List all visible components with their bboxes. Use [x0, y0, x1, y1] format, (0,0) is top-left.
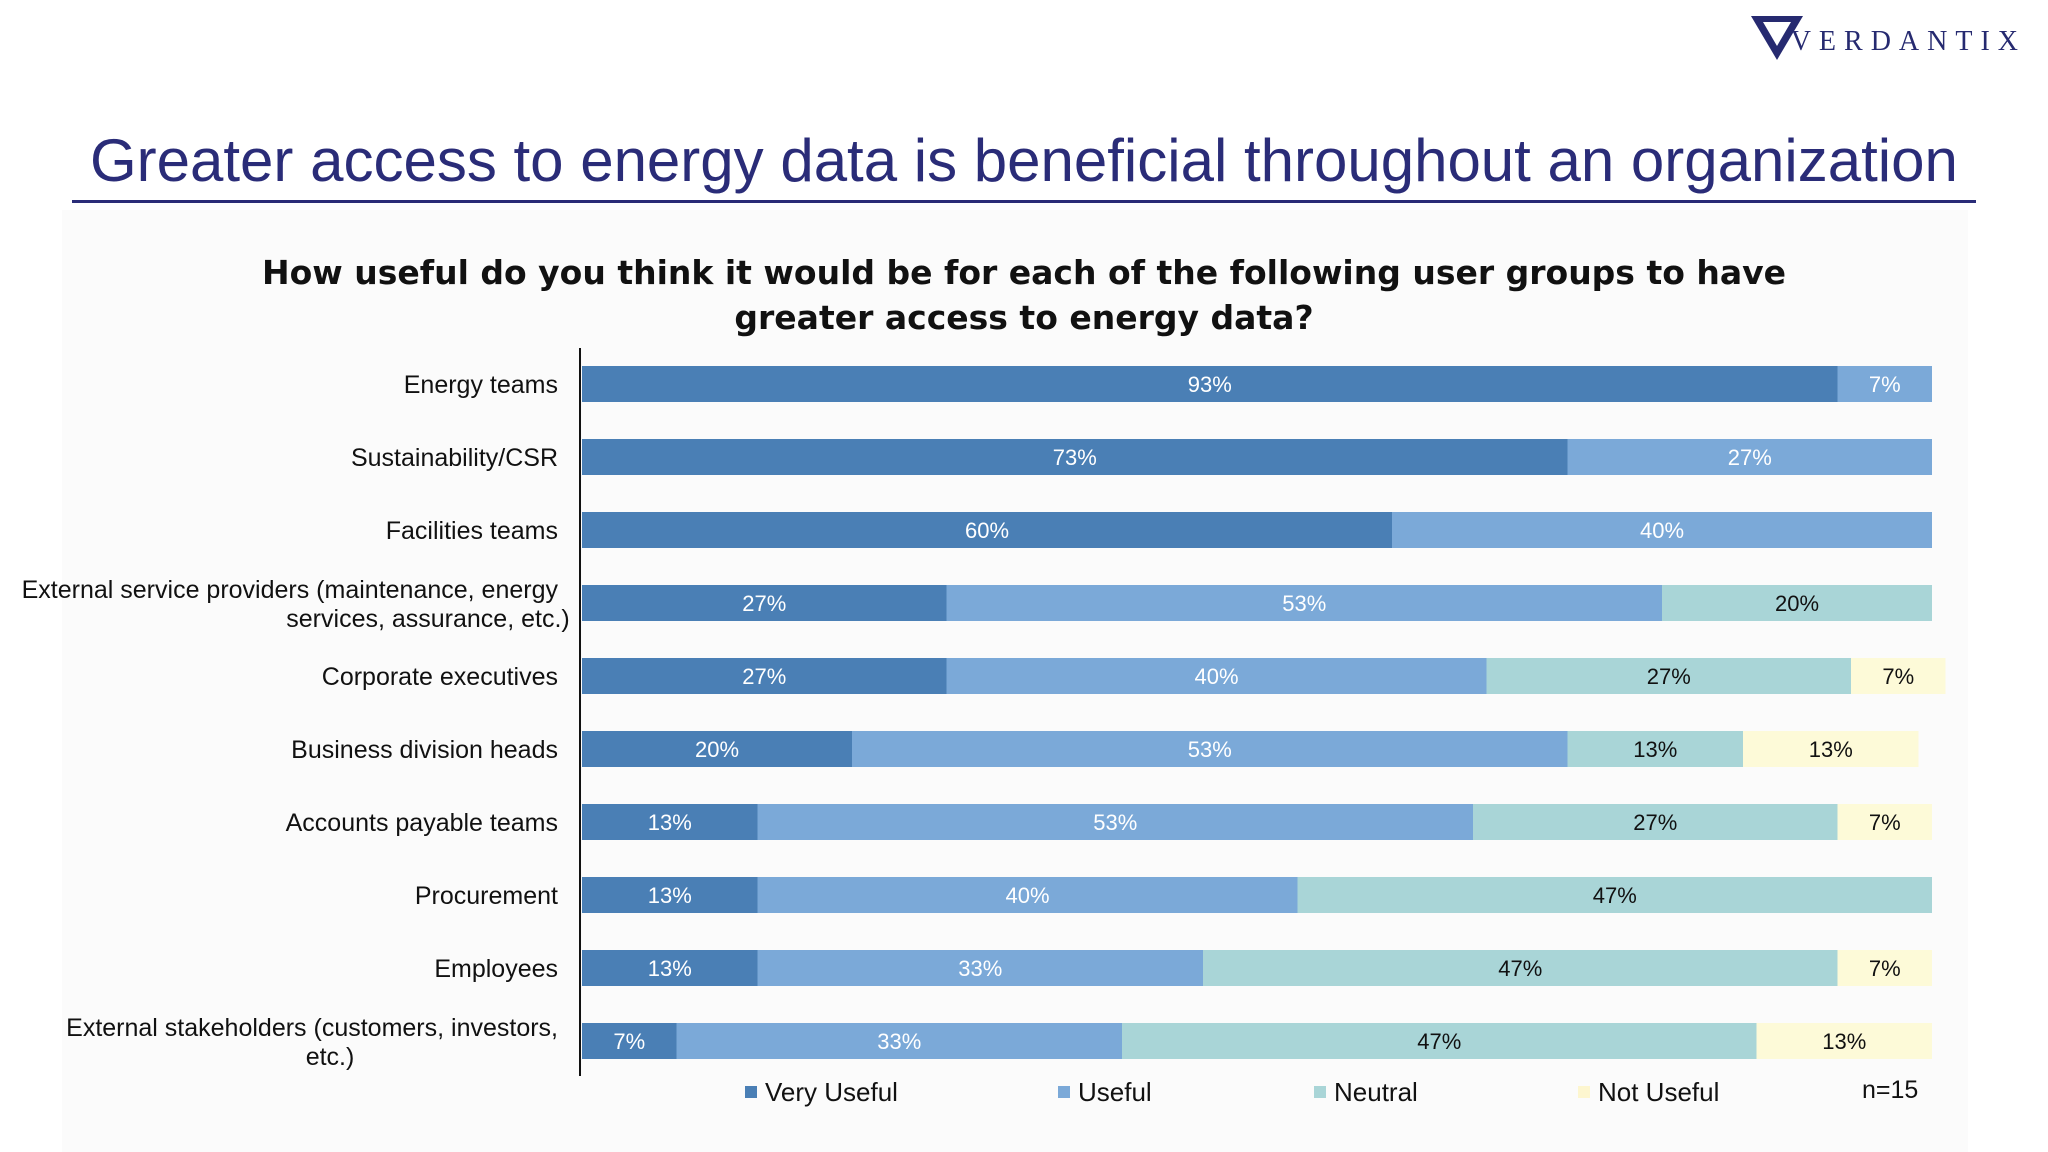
legend-swatch-useful	[1058, 1086, 1070, 1098]
category-label-procurement: Procurement	[415, 882, 558, 910]
bar-segment-corporate-executives-neutral	[1486, 658, 1851, 694]
legend-label-very-useful: Very Useful	[765, 1076, 898, 1107]
data-label-procurement-useful: 40%	[1005, 883, 1049, 908]
data-label-corporate-executives-not-useful: 7%	[1882, 664, 1914, 689]
data-label-external-stakeholders-customers-investor-neutral: 47%	[1417, 1029, 1461, 1054]
legend-swatch-not-useful	[1578, 1086, 1590, 1098]
bar-segment-external-stakeholders-customers-investor-neutral	[1122, 1023, 1757, 1059]
legend-label-not-useful: Not Useful	[1598, 1076, 1720, 1107]
data-label-external-service-providers-maintenance-e-useful: 53%	[1282, 591, 1326, 616]
bar-segment-energy-teams-very-useful	[582, 366, 1838, 402]
category-label-corporate-executives: Corporate executives	[322, 663, 558, 691]
bar-segment-accounts-payable-teams-very-useful	[582, 804, 758, 840]
data-label-corporate-executives-useful: 40%	[1194, 664, 1238, 689]
category-label-business-division-heads: Business division heads	[291, 736, 558, 764]
category-label-sustainability-csr: Sustainability/CSR	[351, 444, 558, 472]
legend-item-neutral: Neutral	[1314, 1076, 1418, 1108]
category-label-facilities-teams: Facilities teams	[386, 517, 558, 545]
bar-segment-accounts-payable-teams-neutral	[1473, 804, 1838, 840]
data-label-external-service-providers-maintenance-e-neutral: 20%	[1775, 591, 1819, 616]
data-label-accounts-payable-teams-not-useful: 7%	[1869, 810, 1901, 835]
category-label-employees: Employees	[434, 955, 558, 983]
bar-segment-external-service-providers-maintenance-e-very-useful	[582, 585, 947, 621]
data-label-procurement-neutral: 47%	[1593, 883, 1637, 908]
chart-title-line-1: How useful do you think it would be for …	[261, 253, 1787, 292]
data-label-external-stakeholders-customers-investor-useful: 33%	[877, 1029, 921, 1054]
bar-segment-procurement-very-useful	[582, 877, 758, 913]
title-divider	[72, 200, 1976, 203]
data-label-corporate-executives-neutral: 27%	[1647, 664, 1691, 689]
bar-segment-sustainability-csr-useful	[1567, 439, 1932, 475]
data-label-accounts-payable-teams-very-useful: 13%	[648, 810, 692, 835]
data-label-business-division-heads-very-useful: 20%	[695, 737, 739, 762]
data-label-business-division-heads-neutral: 13%	[1633, 737, 1677, 762]
chart-title-line-2: greater access to energy data?	[734, 298, 1314, 337]
category-label-energy-teams: Energy teams	[404, 371, 558, 399]
bar-segment-corporate-executives-useful	[946, 658, 1487, 694]
bar-segment-employees-neutral	[1203, 950, 1838, 986]
data-label-accounts-payable-teams-useful: 53%	[1093, 810, 1137, 835]
bar-segment-business-division-heads-useful	[852, 731, 1568, 767]
bar-segment-external-service-providers-maintenance-e-useful	[946, 585, 1662, 621]
bar-segment-corporate-executives-very-useful	[582, 658, 947, 694]
legend-label-useful: Useful	[1078, 1076, 1152, 1107]
data-label-sustainability-csr-useful: 27%	[1728, 445, 1772, 470]
slide-title: Greater access to energy data is benefic…	[90, 127, 1958, 194]
legend-item-very-useful: Very Useful	[745, 1076, 898, 1108]
data-label-procurement-very-useful: 13%	[648, 883, 692, 908]
category-label-external-stakeholders-customers-investor: External stakeholders (customers, invest…	[66, 1014, 558, 1071]
logo-v-mark-icon	[1750, 16, 1803, 60]
bar-segment-procurement-useful	[757, 877, 1298, 913]
verdantix-logo: VERDANTIX	[1750, 16, 2026, 60]
data-label-employees-neutral: 47%	[1498, 956, 1542, 981]
bar-segment-business-division-heads-neutral	[1567, 731, 1743, 767]
legend-item-useful: Useful	[1058, 1076, 1152, 1108]
data-label-business-division-heads-useful: 53%	[1188, 737, 1232, 762]
logo-wordmark: VERDANTIX	[1790, 26, 2026, 57]
bar-segment-employees-useful	[757, 950, 1203, 986]
data-label-facilities-teams-useful: 40%	[1640, 518, 1684, 543]
legend-item-not-useful: Not Useful	[1578, 1076, 1719, 1108]
bar-segment-sustainability-csr-very-useful	[582, 439, 1568, 475]
bar-segment-business-division-heads-not-useful	[1743, 731, 1919, 767]
bar-segment-employees-not-useful	[1837, 950, 1932, 986]
data-label-business-division-heads-not-useful: 13%	[1809, 737, 1853, 762]
data-label-external-stakeholders-customers-investor-very-useful: 7%	[613, 1029, 645, 1054]
data-label-sustainability-csr-very-useful: 73%	[1053, 445, 1097, 470]
data-label-employees-useful: 33%	[958, 956, 1002, 981]
bar-segment-procurement-neutral	[1297, 877, 1932, 913]
data-label-energy-teams-useful: 7%	[1869, 372, 1901, 397]
bar-segment-external-stakeholders-customers-investor-useful	[676, 1023, 1122, 1059]
bar-segment-facilities-teams-very-useful	[582, 512, 1392, 548]
legend-swatch-neutral	[1314, 1086, 1326, 1098]
data-label-corporate-executives-very-useful: 27%	[742, 664, 786, 689]
bar-segment-corporate-executives-not-useful	[1851, 658, 1946, 694]
data-label-energy-teams-very-useful: 93%	[1188, 372, 1232, 397]
category-label-accounts-payable-teams: Accounts payable teams	[286, 809, 558, 837]
bar-segment-accounts-payable-teams-not-useful	[1837, 804, 1932, 840]
bar-segment-external-stakeholders-customers-investor-not-useful	[1756, 1023, 1932, 1059]
sample-size-note: n=15	[1862, 1076, 1919, 1104]
data-label-external-service-providers-maintenance-e-very-useful: 27%	[742, 591, 786, 616]
bar-segment-facilities-teams-useful	[1392, 512, 1932, 548]
legend-swatch-very-useful	[745, 1086, 757, 1098]
data-label-accounts-payable-teams-neutral: 27%	[1633, 810, 1677, 835]
data-label-employees-not-useful: 7%	[1869, 956, 1901, 981]
data-label-facilities-teams-very-useful: 60%	[965, 518, 1009, 543]
legend-label-neutral: Neutral	[1334, 1076, 1418, 1107]
category-label-external-service-providers-maintenance-e: External service providers (maintenance,…	[22, 576, 570, 633]
data-label-employees-very-useful: 13%	[648, 956, 692, 981]
bar-segment-external-stakeholders-customers-investor-very-useful	[582, 1023, 677, 1059]
bar-segment-business-division-heads-very-useful	[582, 731, 852, 767]
bar-segment-employees-very-useful	[582, 950, 758, 986]
bar-segment-external-service-providers-maintenance-e-neutral	[1662, 585, 1932, 621]
bar-segment-energy-teams-useful	[1837, 366, 1932, 402]
data-label-external-stakeholders-customers-investor-not-useful: 13%	[1822, 1029, 1866, 1054]
bar-segment-accounts-payable-teams-useful	[757, 804, 1473, 840]
